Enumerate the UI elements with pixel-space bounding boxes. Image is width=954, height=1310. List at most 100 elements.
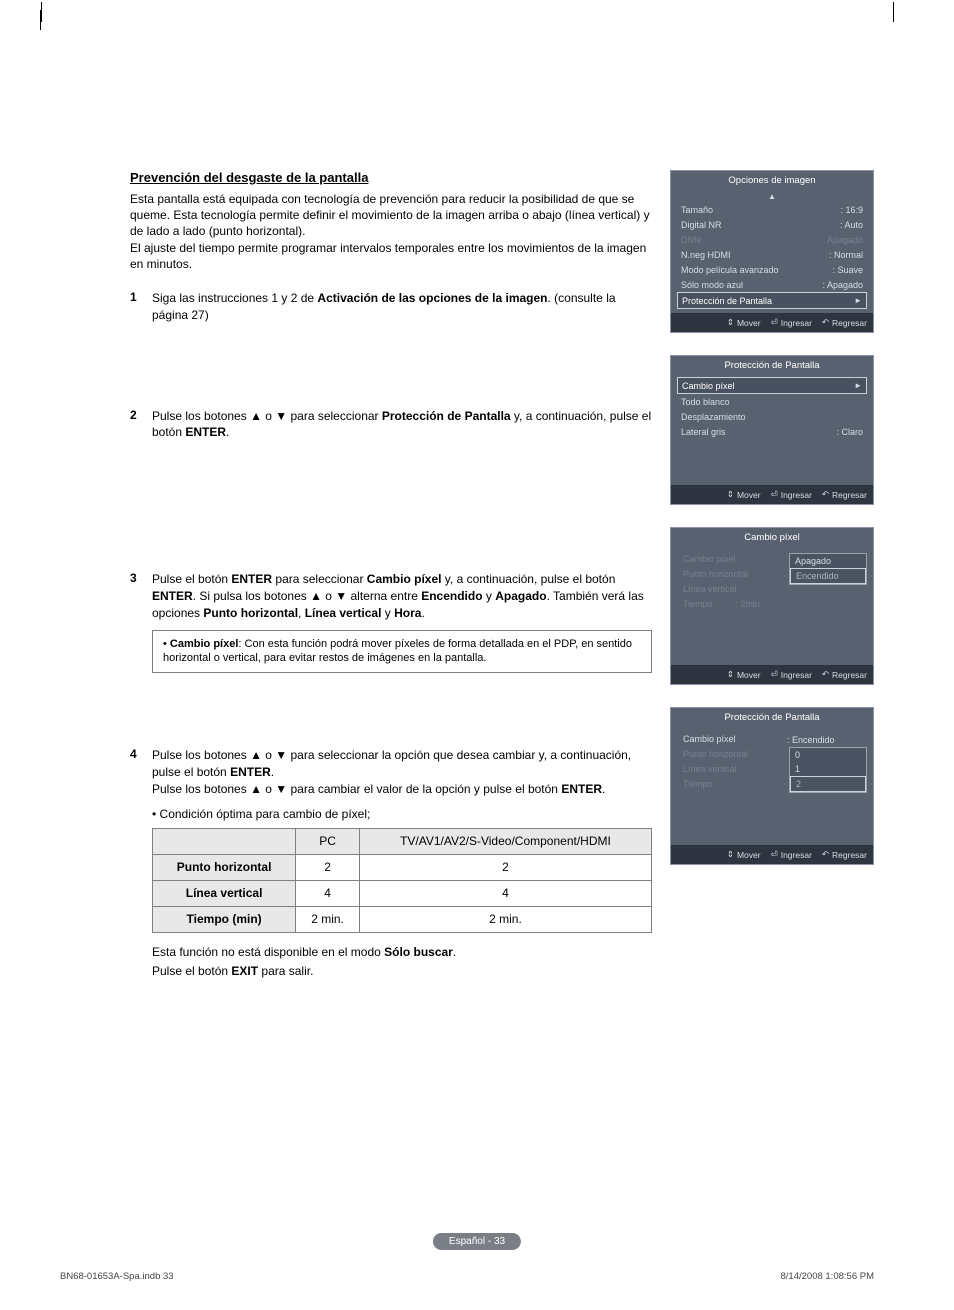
ingresar-hint: ⏎ Ingresar <box>771 317 812 328</box>
step-text: . <box>421 606 424 620</box>
osd-item[interactable]: Cambio píxel <box>681 551 779 566</box>
osd-proteccion-pantalla-2: Protección de Pantalla Cambio píxel Punt… <box>670 707 874 865</box>
step-4: 4 Pulse los botones ▲ o ▼ para seleccion… <box>130 747 652 981</box>
dropdown-option[interactable]: 1 <box>790 762 866 776</box>
step-text: . Si pulsa los botones ▲ o ▼ alterna ent… <box>193 589 422 603</box>
osd-value: : Encendido <box>783 733 867 747</box>
after-table-text: Esta función no está disponible en el mo… <box>152 943 652 981</box>
mover-hint: ⇕ Mover <box>727 489 761 500</box>
ingresar-hint: ⏎ Ingresar <box>771 489 812 500</box>
note-box: • Cambio píxel: Con esta función podrá m… <box>152 630 652 674</box>
ingresar-hint: ⏎ Ingresar <box>771 669 812 680</box>
section-title: Prevención del desgaste de la pantalla <box>130 170 652 185</box>
mover-hint: ⇕ Mover <box>727 669 761 680</box>
osd-label: Protección de Pantalla <box>682 296 854 306</box>
page-badge: Español - 33 <box>433 1233 521 1250</box>
step-text: , <box>298 606 305 620</box>
note-bold: Cambio píxel <box>170 638 238 650</box>
table-cell: 4 <box>296 880 360 906</box>
osd-label: Lateral gris <box>681 427 836 437</box>
table-cell: 4 <box>359 880 651 906</box>
osd-row[interactable]: Todo blanco <box>677 394 867 409</box>
step-3: 3 Pulse el botón ENTER para seleccionar … <box>130 571 652 681</box>
step-text: Pulse los botones ▲ o ▼ para seleccionar… <box>152 748 631 779</box>
osd-item[interactable]: Punto horizontal <box>681 566 779 581</box>
chevron-right-icon: ► <box>854 296 862 305</box>
step-bold: Línea vertical <box>305 606 382 620</box>
text: Esta función no está disponible en el mo… <box>152 945 384 959</box>
step-bold: Apagado <box>495 589 546 603</box>
table-cell: Línea vertical <box>153 880 296 906</box>
dropdown-option[interactable]: 0 <box>790 748 866 762</box>
step-text: Siga las instrucciones 1 y 2 de <box>152 291 317 305</box>
step-bold: ENTER <box>561 782 602 796</box>
step-text: Pulse el botón <box>152 572 231 586</box>
osd-label: Todo blanco <box>681 397 863 407</box>
osd-item[interactable]: Línea vertical <box>681 761 779 776</box>
osd-row-selected[interactable]: Cambio píxel► <box>677 377 867 394</box>
dropdown-option[interactable]: Apagado <box>790 554 866 568</box>
step-text: y <box>483 589 496 603</box>
osd-label: Cambio píxel <box>682 381 854 391</box>
step-text: . <box>226 425 229 439</box>
osd-value: : Apagado <box>822 280 863 290</box>
step-bold: ENTER <box>231 572 272 586</box>
step-bold: Protección de Pantalla <box>382 409 511 423</box>
osd-item[interactable]: Punto horizontal <box>681 746 779 761</box>
table-cell: Punto horizontal <box>153 855 296 881</box>
osd-row[interactable]: Sólo modo azul: Apagado <box>677 277 867 292</box>
dropdown-option-selected[interactable]: 2 <box>790 776 866 792</box>
step-text: para seleccionar <box>272 572 367 586</box>
condition-line: • Condición óptima para cambio de píxel; <box>152 806 652 823</box>
regresar-hint: ↶ Regresar <box>822 669 867 680</box>
osd-value: : 16:9 <box>840 205 863 215</box>
footer-left: BN68-01653A-Spa.indb 33 <box>60 1271 174 1282</box>
bold-text: EXIT <box>231 964 258 978</box>
osd-row[interactable]: N.neg HDMI: Normal <box>677 247 867 262</box>
step-bold: Cambio píxel <box>367 572 442 586</box>
osd-row[interactable]: Digital NR: Auto <box>677 217 867 232</box>
osd-value: : Suave <box>832 265 863 275</box>
osd-row[interactable]: Modo película avanzado: Suave <box>677 262 867 277</box>
osd-row[interactable]: Lateral gris: Claro <box>677 424 867 439</box>
page-content: Prevención del desgaste de la pantalla E… <box>0 0 954 1043</box>
text: Pulse el botón <box>152 964 231 978</box>
step-text: . <box>602 782 605 796</box>
step-bold: Activación de las opciones de la imagen <box>317 291 547 305</box>
step-text: y, a continuación, pulse el botón <box>441 572 615 586</box>
step-number: 2 <box>130 408 152 442</box>
osd-dropdown[interactable]: Apagado Encendido <box>789 553 867 585</box>
osd-value: : Claro <box>836 427 863 437</box>
osd-item[interactable]: Línea vertical <box>681 581 779 596</box>
text: . <box>453 945 456 959</box>
osd-label: Tamaño <box>681 205 840 215</box>
osd-footer: ⇕ Mover ⏎ Ingresar ↶ Regresar <box>671 845 873 864</box>
osd-item[interactable]: Tiempo <box>681 776 779 791</box>
osd-value: : Apagado <box>822 235 863 245</box>
table-row: Línea vertical 4 4 <box>153 880 652 906</box>
table-cell: Tiempo (min) <box>153 906 296 932</box>
table-cell: 2 <box>296 855 360 881</box>
osd-value: : Normal <box>829 250 863 260</box>
table-header: PC <box>296 829 360 855</box>
osd-title: Protección de Pantalla <box>671 708 873 727</box>
osd-footer: ⇕ Mover ⏎ Ingresar ↶ Regresar <box>671 313 873 332</box>
step-bold: Punto horizontal <box>203 606 298 620</box>
osd-title: Opciones de imagen <box>671 171 873 190</box>
osd-row[interactable]: Desplazamiento <box>677 409 867 424</box>
osd-item[interactable]: Cambio píxel <box>681 731 779 746</box>
osd-dropdown[interactable]: 0 1 2 <box>789 747 867 793</box>
text-column: Prevención del desgaste de la pantalla E… <box>130 170 652 993</box>
arrow-up-icon: ▲ <box>677 192 867 202</box>
osd-item[interactable]: Tiempo : 2min. <box>681 596 779 611</box>
osd-proteccion-pantalla: Protección de Pantalla Cambio píxel► Tod… <box>670 355 874 505</box>
table-cell: 2 min. <box>359 906 651 932</box>
osd-label: N.neg HDMI <box>681 250 829 260</box>
dropdown-option-selected[interactable]: Encendido <box>790 568 866 584</box>
osd-row-selected[interactable]: Protección de Pantalla► <box>677 292 867 309</box>
osd-row[interactable]: Tamaño: 16:9 <box>677 202 867 217</box>
osd-row: DNIe: Apagado <box>677 232 867 247</box>
step-1: 1 Siga las instrucciones 1 y 2 de Activa… <box>130 290 652 324</box>
step-bold: Encendido <box>421 589 482 603</box>
osd-title: Cambio píxel <box>671 528 873 547</box>
